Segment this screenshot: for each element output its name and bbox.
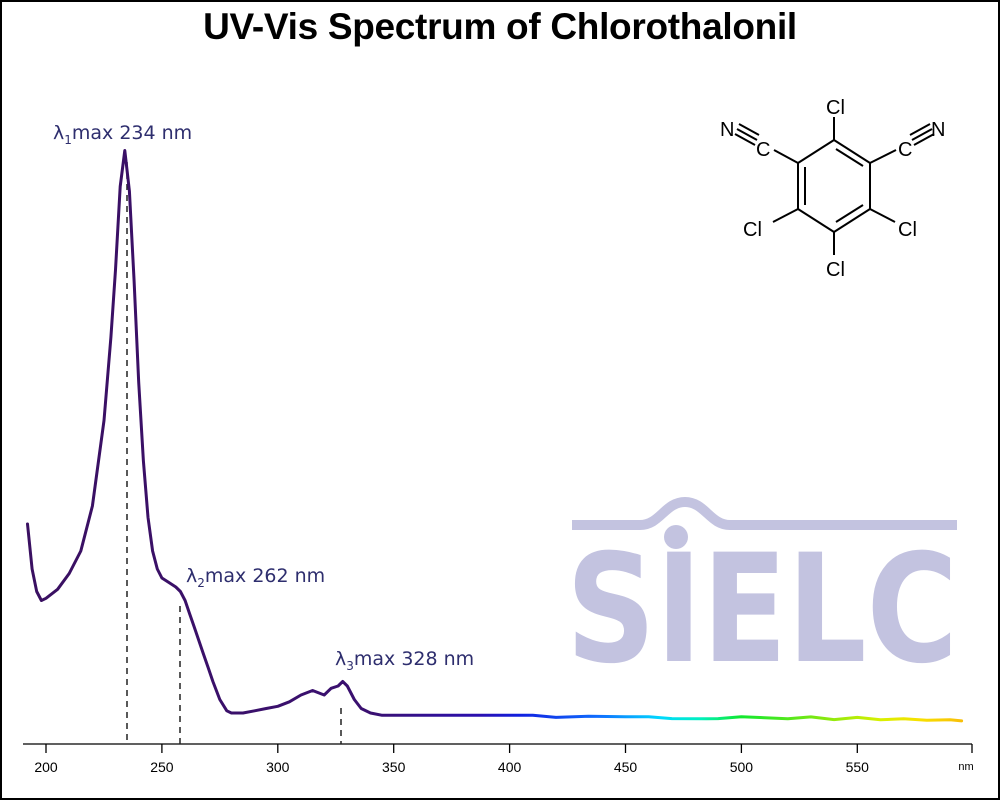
sielc-watermark-logo: SIELC [566,496,958,697]
molecule-atom-labels: Cl Cl Cl Cl C N C N [720,97,945,281]
x-tick-label: 200 [34,759,58,775]
spectrum-curve [26,149,964,723]
chlorothalonil-structure [734,117,935,255]
watermark-text: SIELC [566,523,958,697]
peak-labels: λ1max 234 nm λ2max 262 nm λ3max 328 nm [53,122,474,673]
x-tick-label: 550 [846,759,870,775]
x-tick-label: 250 [150,759,174,775]
peak-label-3: λ3max 328 nm [335,648,474,673]
svg-text:Cl: Cl [826,259,845,281]
peak-label-2: λ2max 262 nm [186,565,325,590]
svg-text:C: C [898,139,912,161]
x-tick-label: 300 [266,759,290,775]
svg-text:N: N [931,119,945,141]
x-tick-label: 450 [614,759,638,775]
svg-text:Cl: Cl [898,219,917,241]
x-axis-unit-label: nm [958,761,973,773]
peak-marker-lines [126,162,342,744]
svg-text:C: C [756,139,770,161]
svg-text:N: N [720,119,734,141]
peak-label-1: λ1max 234 nm [53,122,192,147]
x-tick-label: 500 [730,759,754,775]
x-tick-label: 350 [382,759,406,775]
svg-text:Cl: Cl [826,97,845,119]
x-axis: 200 250 300 350 400 450 500 550 nm [23,743,974,775]
chart-title: UV-Vis Spectrum of Chlorothalonil [203,6,797,47]
x-tick-label: 400 [498,759,522,775]
svg-text:Cl: Cl [743,219,762,241]
